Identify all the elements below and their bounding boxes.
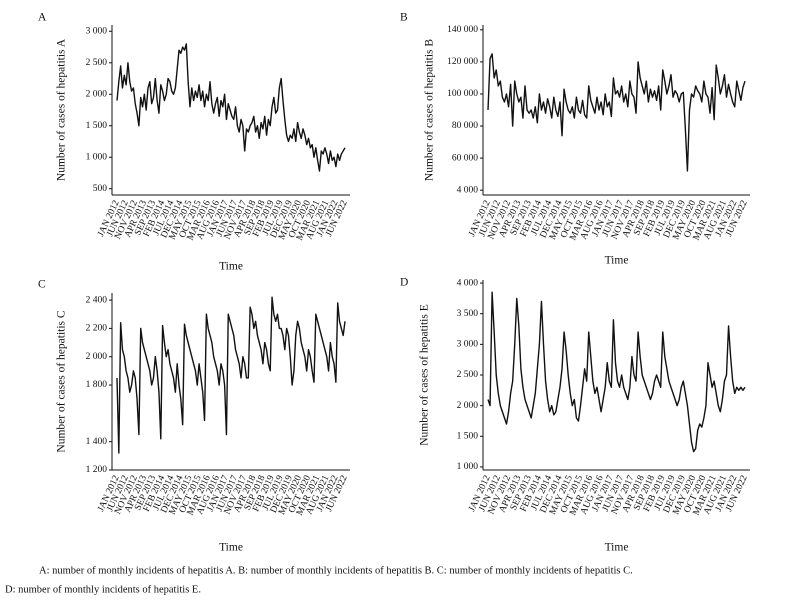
y-tick-label: 2 000 <box>86 352 108 362</box>
y-axis-label: Number of cases of hepatitis A <box>56 38 68 181</box>
y-tick-label: 80 000 <box>452 121 478 131</box>
panel-label: A <box>38 12 47 24</box>
panel-label: D <box>400 277 408 289</box>
y-tick-label: 120 000 <box>447 57 478 67</box>
y-tick-label: 1 500 <box>86 121 108 131</box>
x-axis-label: Time <box>605 255 629 267</box>
y-tick-label: 100 000 <box>447 89 478 99</box>
panel-label: B <box>400 12 408 24</box>
y-tick-label: 2 500 <box>457 370 479 380</box>
y-axis-label: Number of cases of hepatitis B <box>424 39 436 181</box>
y-tick-label: 2 200 <box>86 324 108 334</box>
y-tick-label: 1 000 <box>86 152 108 162</box>
y-tick-label: 2 000 <box>86 89 108 99</box>
caption-line: A: number of monthly incidents of hepati… <box>39 565 633 576</box>
y-tick-label: 4 000 <box>457 185 479 195</box>
y-tick-label: 1 000 <box>457 462 479 472</box>
y-tick-label: 3 500 <box>457 309 479 319</box>
y-tick-label: 2 000 <box>457 401 479 411</box>
x-axis-label: Time <box>605 542 629 554</box>
y-axis-label: Number of cases of hepatitis C <box>56 310 68 452</box>
data-line <box>116 43 346 172</box>
y-tick-label: 60 000 <box>452 153 478 163</box>
y-tick-label: 4 000 <box>457 278 479 288</box>
x-axis-label: Time <box>219 261 243 273</box>
y-tick-label: 1 400 <box>86 437 108 447</box>
caption-line: D: number of monthly incidents of hepati… <box>5 584 201 595</box>
x-axis-label: Time <box>219 542 243 554</box>
data-line <box>116 296 346 454</box>
y-tick-label: 3 000 <box>86 26 108 36</box>
y-tick-label: 140 000 <box>447 25 478 35</box>
data-line <box>487 53 746 172</box>
data-line <box>487 291 746 453</box>
y-tick-label: 500 <box>93 184 108 194</box>
y-tick-label: 3 000 <box>457 340 479 350</box>
y-tick-label: 1 200 <box>86 465 108 475</box>
panel-label: C <box>38 279 46 291</box>
y-axis-label: Number of cases of hepatitis E <box>419 304 431 445</box>
y-tick-label: 1 500 <box>457 431 479 441</box>
y-tick-label: 2 400 <box>86 295 108 305</box>
y-tick-label: 2 500 <box>86 58 108 68</box>
y-tick-label: 1 800 <box>86 380 108 390</box>
